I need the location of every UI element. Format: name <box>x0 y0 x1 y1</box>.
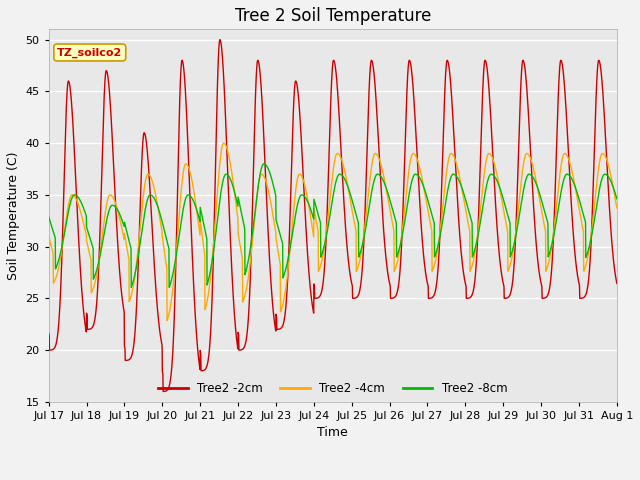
Tree2 -2cm <box>159 389 167 395</box>
Tree2 -8cm <box>45 214 52 220</box>
Line: Tree2 -8cm: Tree2 -8cm <box>49 164 617 288</box>
Tree2 -4cm <box>563 153 571 158</box>
Tree2 -4cm <box>579 226 587 232</box>
Tree2 -8cm <box>579 210 587 216</box>
Text: TZ_soilco2: TZ_soilco2 <box>57 48 122 58</box>
Tree2 -4cm <box>220 140 227 146</box>
Tree2 -4cm <box>163 318 171 324</box>
Tree2 -8cm <box>613 196 621 202</box>
Tree2 -8cm <box>362 223 370 229</box>
Tree2 -2cm <box>499 276 506 282</box>
Line: Tree2 -4cm: Tree2 -4cm <box>49 143 617 321</box>
Tree2 -2cm <box>563 125 571 131</box>
Tree2 -2cm <box>45 330 52 336</box>
Title: Tree 2 Soil Temperature: Tree 2 Soil Temperature <box>235 7 431 25</box>
Tree2 -2cm <box>216 37 224 43</box>
Tree2 -4cm <box>362 213 370 219</box>
Tree2 -2cm <box>579 295 587 301</box>
Tree2 -8cm <box>127 285 135 290</box>
Tree2 -2cm <box>204 361 211 367</box>
Tree2 -4cm <box>204 297 211 303</box>
Tree2 -4cm <box>613 205 621 211</box>
Tree2 -8cm <box>204 281 211 287</box>
Tree2 -4cm <box>350 216 358 222</box>
Tree2 -2cm <box>613 280 621 286</box>
Tree2 -4cm <box>499 200 506 206</box>
Tree2 -4cm <box>45 233 52 239</box>
Tree2 -8cm <box>563 171 571 177</box>
Line: Tree2 -2cm: Tree2 -2cm <box>49 40 617 392</box>
Tree2 -8cm <box>350 203 358 209</box>
Tree2 -2cm <box>362 179 370 185</box>
Legend: Tree2 -2cm, Tree2 -4cm, Tree2 -8cm: Tree2 -2cm, Tree2 -4cm, Tree2 -8cm <box>154 377 512 400</box>
Y-axis label: Soil Temperature (C): Soil Temperature (C) <box>7 151 20 280</box>
Tree2 -2cm <box>350 295 358 301</box>
X-axis label: Time: Time <box>317 426 348 440</box>
Tree2 -8cm <box>260 161 268 167</box>
Tree2 -8cm <box>499 193 506 199</box>
